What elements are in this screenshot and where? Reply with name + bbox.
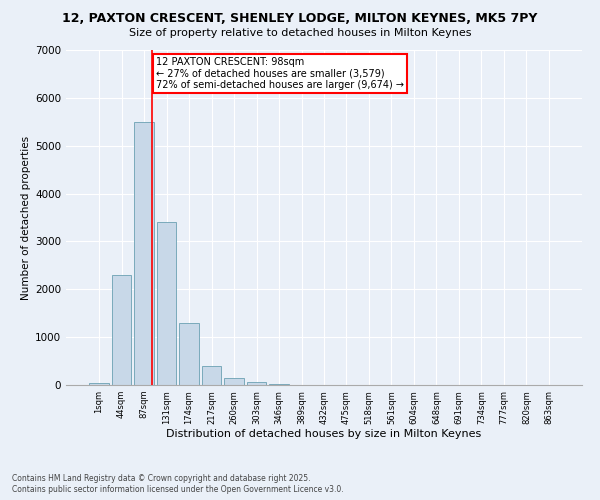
Text: 12, PAXTON CRESCENT, SHENLEY LODGE, MILTON KEYNES, MK5 7PY: 12, PAXTON CRESCENT, SHENLEY LODGE, MILT… xyxy=(62,12,538,26)
Bar xyxy=(247,382,266,385)
Bar xyxy=(112,275,131,385)
Bar xyxy=(179,323,199,385)
Bar xyxy=(202,366,221,385)
Bar xyxy=(157,222,176,385)
Text: Size of property relative to detached houses in Milton Keynes: Size of property relative to detached ho… xyxy=(129,28,471,38)
Bar xyxy=(89,382,109,385)
Bar xyxy=(224,378,244,385)
Bar xyxy=(134,122,154,385)
X-axis label: Distribution of detached houses by size in Milton Keynes: Distribution of detached houses by size … xyxy=(166,430,482,440)
Y-axis label: Number of detached properties: Number of detached properties xyxy=(21,136,31,300)
Bar xyxy=(269,384,289,385)
Text: 12 PAXTON CRESCENT: 98sqm
← 27% of detached houses are smaller (3,579)
72% of se: 12 PAXTON CRESCENT: 98sqm ← 27% of detac… xyxy=(157,57,404,90)
Text: Contains HM Land Registry data © Crown copyright and database right 2025.
Contai: Contains HM Land Registry data © Crown c… xyxy=(12,474,344,494)
